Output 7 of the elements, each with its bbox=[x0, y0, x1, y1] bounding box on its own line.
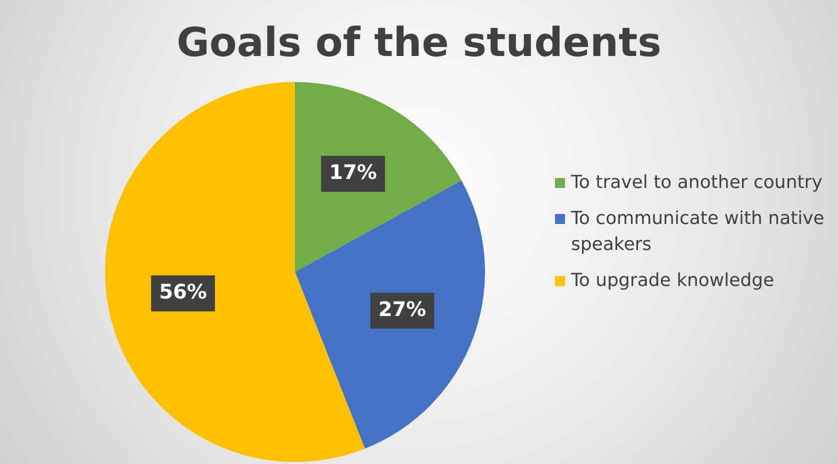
legend-label: To communicate with native speakers bbox=[571, 207, 825, 257]
legend-label: To travel to another country bbox=[571, 171, 822, 195]
data-label: 56% bbox=[159, 280, 207, 304]
legend-label: To upgrade knowledge bbox=[571, 269, 774, 293]
data-label: 27% bbox=[378, 296, 426, 321]
data-label: 17% bbox=[329, 160, 377, 184]
chart-title: Goals of the students bbox=[176, 20, 662, 66]
